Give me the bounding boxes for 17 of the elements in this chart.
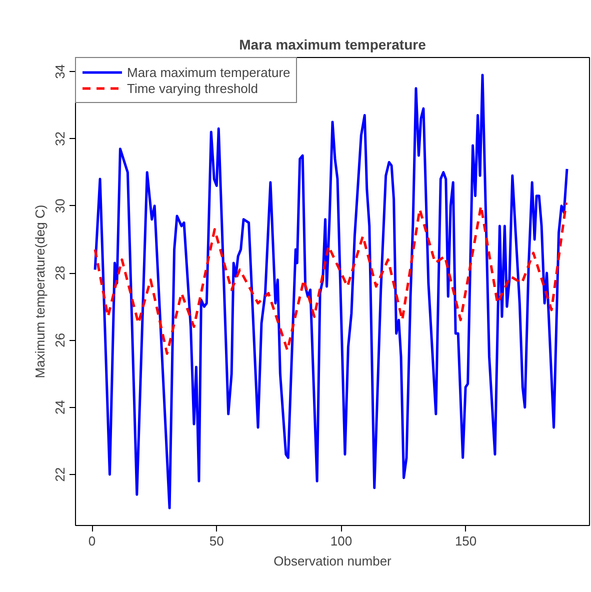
x-axis-title: Observation number (274, 554, 392, 568)
y-tick-label: 26 (52, 332, 68, 348)
line-series (94, 201, 568, 355)
y-tick-label: 22 (52, 467, 68, 482)
y-tick-label: 24 (52, 400, 68, 415)
y-tick-label: 30 (52, 198, 68, 214)
legend-label: Mara maximum temperature (127, 64, 290, 80)
legend-label: Time varying threshold (127, 80, 258, 96)
y-tick-label: 28 (52, 266, 68, 280)
x-tick-label: 0 (88, 534, 96, 548)
y-tick-label: 34 (52, 64, 68, 79)
y-axis-title: Maximum temperature(deg C) (32, 204, 48, 378)
x-tick-label: 150 (454, 534, 477, 548)
y-tick-label: 32 (52, 132, 68, 146)
x-tick-label: 50 (209, 534, 224, 548)
x-tick-label: 100 (330, 534, 352, 548)
chart-title: Mara maximum temperature (239, 36, 426, 52)
